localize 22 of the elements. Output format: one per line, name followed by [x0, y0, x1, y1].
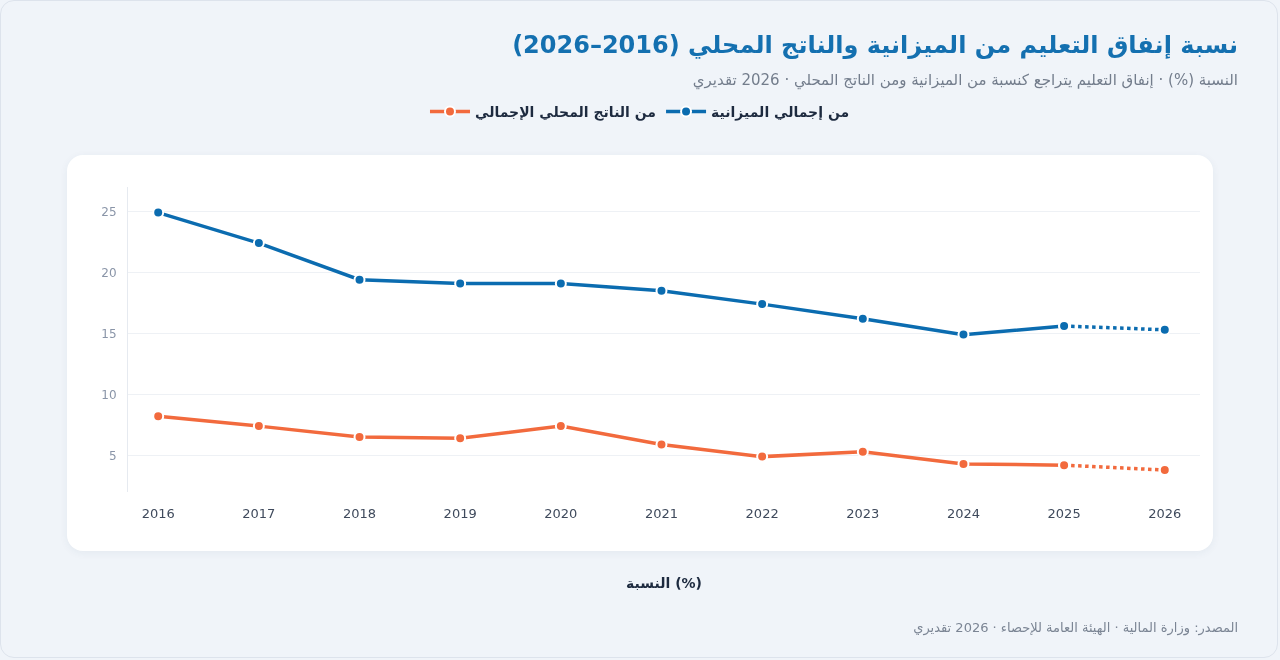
x-axis-title: النسبة (%)	[626, 575, 702, 592]
y-tick-label: 5	[108, 448, 117, 463]
y-tick-label: 10	[101, 387, 117, 402]
x-tick-label: 2026	[1148, 506, 1182, 521]
y-tick-label: 20	[101, 265, 117, 280]
x-tick-label: 2016	[141, 506, 175, 521]
x-tick-label: 2023	[846, 506, 880, 521]
x-tick-label: 2025	[1047, 506, 1081, 521]
x-tick-label: 2017	[242, 506, 276, 521]
chart-title: نسبة إنفاق التعليم من الميزانية والناتج المحلي (2016–2026)	[512, 31, 1238, 59]
x-tick-label: 2022	[745, 506, 779, 521]
y-tick-label: 25	[101, 204, 117, 219]
x-tick-label: 2024	[946, 506, 981, 521]
x-tick-label: 2020	[544, 506, 578, 521]
x-tick-label: 2019	[443, 506, 477, 521]
legend-label: من إجمالي الميزانية	[711, 104, 850, 122]
y-tick-label: 15	[101, 326, 117, 341]
chart-subtitle: النسبة (%) · إنفاق التعليم يتراجع كنسبة من الميزانية ومن الناتج المحلي · 2026 تقديري	[692, 71, 1238, 89]
text: المصدر: وزارة المالية · الهيئة العامة للإحصاء · 2026 تقديري	[913, 620, 1238, 635]
legend-label: من الناتج المحلي الإجمالي	[474, 104, 657, 122]
x-tick-label: 2018	[342, 506, 377, 521]
x-tick-label: 2021	[644, 506, 679, 521]
